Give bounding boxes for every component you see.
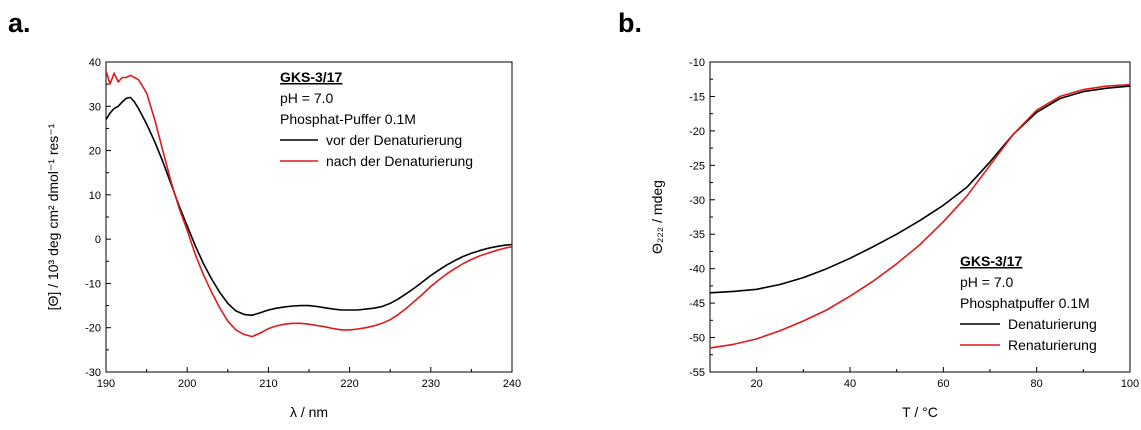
panel-a-y-tick-label: 30 <box>89 101 101 113</box>
panel-a-x-tick-label: 220 <box>340 378 358 390</box>
panel-b-series-line-1 <box>710 85 1130 294</box>
panel-b-y-tick-label: -35 <box>689 229 705 241</box>
panel-b-y-tick-label: -10 <box>689 57 705 69</box>
panel-a-data-area <box>106 70 512 338</box>
panel-b-data-area <box>710 83 1130 349</box>
panel-b-group: b. 20 40 60 80 100 -55 -50 -45 -40 -35 -30 -25 -20 -15… <box>618 8 1139 420</box>
panel-b-legend-title: GKS-3/17 <box>960 253 1022 269</box>
panel-b-legend-info: Phosphatpuffer 0.1M <box>960 295 1090 311</box>
panel-a-letter: a. <box>8 8 31 38</box>
panel-a-x-tick-label: 230 <box>422 378 440 390</box>
panel-b-x-tick-label: 40 <box>844 378 856 390</box>
panel-a-y-tick-label: -20 <box>85 323 101 335</box>
panel-b-y-tick-label: -50 <box>689 333 705 345</box>
panel-a-y-tick-label: 10 <box>89 190 101 202</box>
panel-b-y-tick-label: -15 <box>689 91 705 103</box>
panel-b-y-tick-label: -20 <box>689 126 705 138</box>
panel-b-x-tick-label: 100 <box>1121 378 1139 390</box>
panel-a-plot-frame <box>105 61 513 373</box>
panel-a-x-tick-label: 200 <box>178 378 196 390</box>
panel-b-y-tick-label: -25 <box>689 160 705 172</box>
panel-b-y-tick-label: -40 <box>689 264 705 276</box>
panel-a-series-line-2 <box>106 70 512 338</box>
panel-a-y-tick-label: -30 <box>85 367 101 379</box>
panel-a-legend-info: pH = 7.0 <box>280 90 334 106</box>
panel-b-y-tick-label: -55 <box>689 367 705 379</box>
panel-a-x-tick-label: 210 <box>259 378 277 390</box>
panel-a-series-line-1 <box>106 96 512 317</box>
panel-b-y-axis-title: Θ₂₂₂ / mdeg <box>649 180 665 254</box>
panel-b-legend-label-2: Renaturierung <box>1008 337 1097 353</box>
panel-b-x-tick-label: 20 <box>751 378 763 390</box>
panel-b-y-tick-label: -30 <box>689 195 705 207</box>
panel-b-legend-info: pH = 7.0 <box>960 274 1014 290</box>
panel-a-y-tick-label: 40 <box>89 57 101 69</box>
panel-b-y-tick-label: -45 <box>689 298 705 310</box>
panel-a-legend-title: GKS-3/17 <box>280 69 342 85</box>
panel-b-legend-label-1: Denaturierung <box>1008 316 1097 332</box>
panel-b-x-tick-label: 80 <box>1031 378 1043 390</box>
panel-b-x-axis-title: T / °C <box>902 404 938 420</box>
panel-a-legend-label-2: nach der Denaturierung <box>326 153 473 169</box>
panel-a-y-tick-label: 20 <box>89 146 101 158</box>
panel-a-x-tick-label: 190 <box>97 378 115 390</box>
panel-a-y-axis-title: [Θ] / 10³ deg cm² dmol⁻¹ res⁻¹ <box>45 123 61 310</box>
panel-b-letter: b. <box>618 8 642 38</box>
panel-a-group: a. 190 200 210 220 230 240 -30 -20 -10 0 10 20 30 40 λ … <box>8 8 521 420</box>
panel-b-x-tick-label: 60 <box>937 378 949 390</box>
panel-a-legend-info: Phosphat-Puffer 0.1M <box>280 111 416 127</box>
panel-a-y-tick-label: -10 <box>85 278 101 290</box>
panel-a-y-tick-label: 0 <box>95 234 101 246</box>
panel-b-series-line-2 <box>710 83 1130 349</box>
panel-a-legend-label-1: vor der Denaturierung <box>326 132 462 148</box>
panel-a-x-tick-label: 240 <box>503 378 521 390</box>
panel-a-x-axis-title: λ / nm <box>290 404 328 420</box>
